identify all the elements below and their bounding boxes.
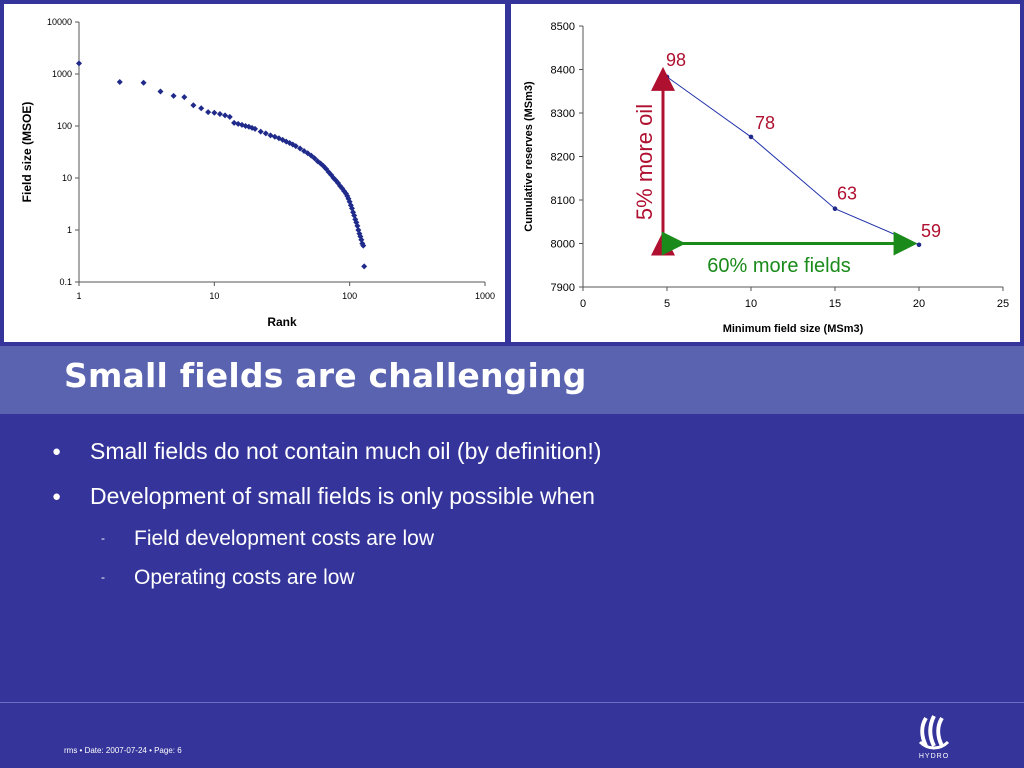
data-point <box>916 242 922 248</box>
x-tick-label: 20 <box>913 298 925 310</box>
y-tick-label: 1000 <box>52 69 72 79</box>
bullet-marker: ● <box>52 443 62 460</box>
x-tick-label: 0 <box>580 298 586 310</box>
y-tick-label: 100 <box>57 121 72 131</box>
data-point <box>222 112 229 119</box>
data-label: 59 <box>921 221 941 241</box>
x-tick-label: 1 <box>76 291 81 301</box>
hydro-logo-icon: HYDRO <box>919 715 950 760</box>
bullet-text: Development of small fields is only poss… <box>90 483 595 509</box>
data-point <box>116 79 123 86</box>
x-tick-label: 1000 <box>475 291 495 301</box>
x-tick-label: 25 <box>997 298 1009 310</box>
title-band: Small fields are challenging <box>0 346 1024 414</box>
data-point <box>252 125 259 132</box>
data-point <box>216 111 223 118</box>
x-tick-label: 100 <box>342 291 357 301</box>
data-point <box>190 102 197 109</box>
x-axis-title: Rank <box>267 315 297 329</box>
annotation-more-oil: 5% more oil <box>632 104 657 220</box>
field-size-vs-rank-chart: 0.1 1 10 100 1000 10000 1 10 100 1000 Rank Field si… <box>20 17 495 329</box>
data-point <box>140 79 147 86</box>
x-axis-title: Minimum field size (MSm3) <box>723 323 864 335</box>
sub-bullet-marker: - <box>101 531 105 545</box>
data-point <box>76 60 82 67</box>
cumulative-reserves-chart-panel: 7900 8000 8100 8200 8300 8400 8500 0 5 10 15 20 25 Mi… <box>511 4 1020 342</box>
y-axis-title: Field size (MSOE) <box>20 102 34 203</box>
y-tick-label: 0.1 <box>59 277 72 287</box>
data-point <box>231 119 238 126</box>
bullet-item: ● Small fields do not contain much oil (b… <box>52 438 601 465</box>
y-axis-title: Cumulative reserves (MSm3) <box>523 81 535 232</box>
footer-divider <box>0 702 1024 703</box>
data-label: 63 <box>837 184 857 204</box>
data-point <box>257 128 264 135</box>
x-tick-label: 10 <box>209 291 219 301</box>
x-tick-label: 10 <box>745 298 757 310</box>
data-point <box>211 109 218 116</box>
sub-bullet-marker: - <box>101 570 105 584</box>
sub-bullet-item: - Operating costs are low <box>101 566 355 590</box>
x-tick-label: 5 <box>664 298 670 310</box>
data-point <box>354 222 361 229</box>
data-point <box>292 143 299 150</box>
y-tick-label: 8300 <box>551 108 575 120</box>
x-tick-label: 15 <box>829 298 841 310</box>
y-tick-label: 8500 <box>551 21 575 33</box>
sub-bullet-text: Operating costs are low <box>134 566 355 589</box>
data-label: 98 <box>666 50 686 70</box>
y-tick-label: 8100 <box>551 195 575 207</box>
cumulative-reserves-chart: 7900 8000 8100 8200 8300 8400 8500 0 5 10 15 20 25 Mi… <box>523 21 1009 335</box>
data-point <box>205 109 212 116</box>
data-point <box>157 88 164 95</box>
data-point <box>198 105 205 112</box>
data-point <box>181 94 188 101</box>
bullet-item: ● Development of small fields is only pos… <box>52 483 595 510</box>
y-tick-label: 8400 <box>551 65 575 77</box>
data-point <box>262 130 269 137</box>
bullet-text: Small fields do not contain much oil (by… <box>90 438 602 464</box>
data-label: 78 <box>755 113 775 133</box>
data-point <box>360 242 367 249</box>
sub-bullet-item: - Field development costs are low <box>101 527 434 551</box>
data-point <box>664 74 670 80</box>
svg-text:HYDRO: HYDRO <box>919 753 949 760</box>
data-point <box>226 113 233 120</box>
data-point <box>170 92 177 99</box>
data-point <box>832 206 838 211</box>
field-size-chart-panel: 0.1 1 10 100 1000 10000 1 10 100 1000 Rank Field si… <box>4 4 505 342</box>
slide-title: Small fields are challenging <box>64 356 587 395</box>
y-tick-label: 8000 <box>551 239 575 251</box>
annotation-more-fields: 60% more fields <box>707 255 850 277</box>
y-tick-label: 10 <box>62 173 72 183</box>
data-point <box>748 134 754 140</box>
footer-text: rms • Date: 2007-07-24 • Page: 6 <box>64 746 182 755</box>
data-point <box>311 155 318 162</box>
y-tick-label: 8200 <box>551 152 575 164</box>
sub-bullet-text: Field development costs are low <box>134 527 434 550</box>
data-point <box>361 263 368 270</box>
series-line <box>666 76 920 246</box>
y-tick-label: 7900 <box>551 282 575 294</box>
bullet-marker: ● <box>52 488 62 505</box>
y-tick-label: 10000 <box>47 17 72 27</box>
data-point <box>297 145 304 152</box>
y-tick-label: 1 <box>67 225 72 235</box>
